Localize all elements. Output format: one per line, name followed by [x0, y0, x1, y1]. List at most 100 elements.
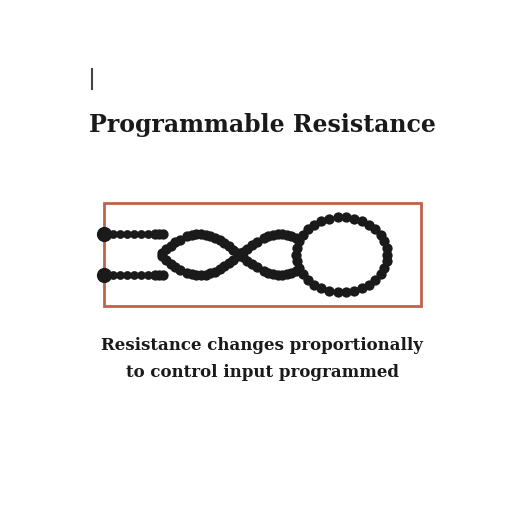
Point [137, 230, 145, 238]
Point [342, 213, 350, 221]
Point [151, 271, 159, 279]
Point [269, 231, 277, 239]
Point [292, 267, 300, 275]
Text: Programmable Resistance: Programmable Resistance [89, 113, 436, 137]
Point [264, 232, 272, 240]
Point [172, 263, 180, 271]
Point [172, 239, 180, 247]
Point [211, 267, 219, 275]
Point [278, 271, 286, 279]
Point [144, 230, 152, 238]
Point [193, 230, 201, 239]
Point [101, 230, 110, 238]
Point [101, 271, 110, 279]
Point [248, 260, 256, 268]
Point [350, 287, 358, 295]
Point [144, 271, 152, 279]
Point [176, 236, 184, 244]
Point [260, 267, 268, 275]
Point [206, 232, 215, 240]
Bar [103, 203, 421, 306]
Point [167, 260, 175, 268]
Point [292, 250, 300, 259]
Text: Resistance changes proportionally: Resistance changes proportionally [101, 337, 423, 354]
Point [358, 284, 366, 292]
Point [365, 281, 373, 289]
Point [197, 230, 205, 238]
Point [123, 271, 131, 279]
Point [317, 217, 326, 225]
Point [310, 281, 318, 289]
Point [216, 265, 224, 273]
Point [358, 217, 366, 225]
Point [304, 276, 312, 284]
Point [151, 230, 159, 238]
Point [295, 264, 303, 272]
Point [151, 230, 159, 238]
Point [252, 238, 261, 246]
Point [273, 271, 282, 279]
Point [252, 263, 261, 271]
Point [264, 269, 272, 277]
Point [116, 271, 124, 279]
Point [183, 269, 191, 277]
Point [278, 230, 286, 238]
Point [99, 230, 108, 238]
Point [283, 270, 291, 279]
Point [293, 258, 301, 266]
Point [293, 244, 301, 252]
Point [287, 232, 295, 240]
Point [176, 265, 184, 273]
Point [202, 270, 210, 279]
Point [243, 257, 251, 265]
Point [206, 269, 215, 278]
Point [158, 249, 166, 257]
Point [383, 250, 392, 259]
Point [287, 269, 295, 277]
Point [365, 221, 373, 229]
Point [159, 230, 167, 238]
Point [109, 271, 117, 279]
Point [283, 231, 291, 239]
Point [220, 239, 228, 247]
Point [376, 270, 385, 279]
Point [116, 230, 124, 238]
Point [225, 242, 233, 250]
Point [162, 245, 170, 253]
Point [225, 259, 233, 267]
Point [273, 230, 282, 238]
Point [239, 248, 247, 257]
Point [325, 287, 333, 295]
Point [260, 234, 268, 242]
Point [130, 230, 138, 238]
Point [130, 271, 138, 279]
Point [299, 270, 307, 279]
Point [197, 271, 205, 279]
Point [216, 236, 224, 244]
Point [137, 271, 145, 279]
Point [333, 288, 342, 296]
Point [229, 246, 238, 254]
Point [382, 258, 391, 266]
Point [350, 215, 358, 223]
Point [371, 276, 379, 284]
Point [295, 237, 303, 245]
Point [380, 237, 389, 245]
Point [202, 230, 210, 239]
Text: to control input programmed: to control input programmed [126, 365, 399, 381]
Point [243, 245, 251, 253]
Point [248, 241, 256, 249]
Point [151, 271, 159, 279]
Point [162, 256, 170, 264]
Point [371, 225, 379, 233]
Point [193, 271, 201, 279]
Point [234, 249, 242, 258]
Point [155, 230, 163, 238]
Point [187, 231, 196, 239]
Point [380, 264, 389, 272]
Point [292, 234, 300, 242]
Point [167, 242, 175, 250]
Point [382, 244, 391, 252]
Point [220, 262, 228, 270]
Point [159, 271, 167, 279]
